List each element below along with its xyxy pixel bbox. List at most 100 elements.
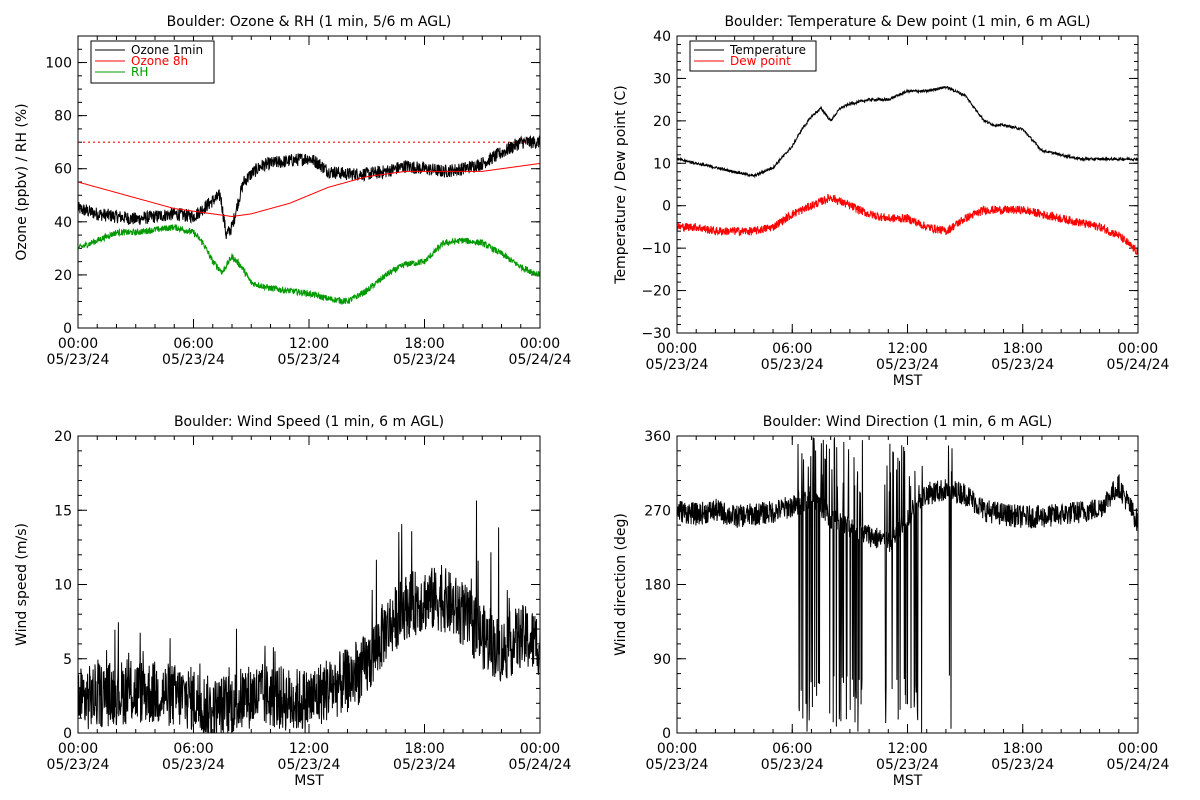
x-tick-date: 05/23/24	[991, 757, 1054, 773]
x-tick-date: 05/23/24	[876, 757, 939, 773]
chart-ozone-rh: Boulder: Ozone & RH (1 min, 5/6 m AGL) Oz…	[14, 14, 572, 368]
plot-area	[78, 500, 540, 733]
x-axis-label: MST	[294, 773, 324, 789]
x-tick-time: 06:00	[173, 336, 213, 352]
y-tick-label: 0	[662, 199, 671, 215]
y-tick-label: 10	[653, 156, 671, 172]
x-axis-label: MST	[893, 773, 923, 789]
plot-frame	[77, 435, 541, 734]
x-tick-time: 12:00	[289, 741, 329, 757]
x-tick-date: 05/23/24	[761, 757, 824, 773]
y-tick-label: 100	[45, 56, 72, 72]
x-tick-time: 12:00	[289, 336, 329, 352]
chart-wind-dir: Boulder: Wind Direction (1 min, 6 m AGL)…	[613, 414, 1170, 789]
x-tick-time: 00:00	[657, 341, 697, 357]
chart-temp-dew: Boulder: Temperature & Dew point (1 min,…	[613, 14, 1170, 389]
y-tick-label: 270	[644, 503, 671, 519]
x-tick-date: 05/24/24	[1107, 757, 1170, 773]
x-tick-date: 05/23/24	[646, 757, 709, 773]
plot-area	[677, 85, 1138, 256]
series-line-0	[78, 500, 540, 733]
x-tick-date: 05/23/24	[278, 757, 341, 773]
y-tick-label: 5	[63, 652, 72, 668]
series-line-temperature	[677, 85, 1138, 179]
legend-label: Dew point	[730, 54, 791, 68]
series-line-ozone-1min	[78, 135, 540, 240]
y-tick-label: 20	[54, 429, 72, 445]
x-tick-time: 18:00	[1003, 341, 1043, 357]
x-tick-time: 18:00	[1003, 741, 1043, 757]
x-tick-date: 05/23/24	[761, 357, 824, 373]
x-tick-time: 00:00	[1118, 341, 1158, 357]
y-axis-label: Temperature / Dew point (C)	[613, 85, 629, 284]
legend-box	[689, 40, 817, 72]
legend-label: Ozone 8h	[131, 54, 188, 68]
y-tick-label: 80	[54, 109, 72, 125]
legend-box	[90, 40, 215, 84]
x-tick-date: 05/23/24	[991, 357, 1054, 373]
plot-frame	[676, 435, 1139, 734]
x-tick-date: 05/23/24	[646, 357, 709, 373]
y-tick-label: −30	[641, 326, 671, 342]
y-tick-label: 40	[54, 215, 72, 231]
legend-label: Temperature	[729, 43, 806, 57]
x-tick-date: 05/23/24	[876, 357, 939, 373]
y-axis-label: Ozone (ppbv) / RH (%)	[14, 103, 30, 260]
x-tick-time: 18:00	[404, 741, 444, 757]
y-tick-label: −20	[641, 284, 671, 300]
y-tick-label: 20	[653, 114, 671, 130]
chart-title: Boulder: Temperature & Dew point (1 min,…	[724, 14, 1090, 30]
x-tick-time: 00:00	[520, 336, 560, 352]
series-line-ozone-8h	[78, 162, 540, 217]
y-tick-label: 360	[644, 429, 671, 445]
x-tick-time: 18:00	[404, 336, 444, 352]
x-tick-date: 05/23/24	[162, 757, 225, 773]
y-tick-label: 15	[54, 503, 72, 519]
plot-area	[78, 135, 540, 306]
chart-title: Boulder: Wind Direction (1 min, 6 m AGL)	[763, 414, 1052, 430]
y-tick-label: 90	[653, 652, 671, 668]
series-line-0	[677, 437, 1138, 733]
x-tick-date: 05/24/24	[509, 757, 572, 773]
y-tick-label: 0	[63, 726, 72, 742]
y-tick-label: 0	[63, 321, 72, 337]
y-tick-label: 40	[653, 29, 671, 45]
x-tick-time: 00:00	[657, 741, 697, 757]
chart-wind-speed: Boulder: Wind Speed (1 min, 6 m AGL) Wind…	[14, 414, 572, 789]
x-tick-date: 05/23/24	[278, 352, 341, 368]
legend-label: Ozone 1min	[131, 43, 203, 57]
x-tick-time: 00:00	[58, 336, 98, 352]
legend-label: RH	[131, 65, 148, 79]
x-tick-date: 05/23/24	[47, 352, 110, 368]
y-tick-label: 10	[54, 578, 72, 594]
x-tick-time: 06:00	[173, 741, 213, 757]
chart-title: Boulder: Wind Speed (1 min, 6 m AGL)	[174, 414, 444, 430]
x-tick-date: 05/24/24	[509, 352, 572, 368]
x-tick-date: 05/23/24	[393, 352, 456, 368]
x-tick-date: 05/23/24	[47, 757, 110, 773]
x-tick-time: 06:00	[772, 741, 812, 757]
series-line-rh	[78, 223, 540, 306]
plot-frame	[77, 35, 541, 329]
x-tick-time: 00:00	[58, 741, 98, 757]
x-tick-time: 00:00	[1118, 741, 1158, 757]
y-axis-label: Wind speed (m/s)	[14, 523, 30, 646]
series-line-dew-point	[677, 194, 1138, 256]
plot-area	[677, 437, 1138, 733]
x-tick-time: 06:00	[772, 341, 812, 357]
y-tick-label: 30	[653, 71, 671, 87]
x-tick-time: 12:00	[887, 341, 927, 357]
y-tick-label: 180	[644, 578, 671, 594]
x-tick-time: 00:00	[520, 741, 560, 757]
x-tick-time: 12:00	[887, 741, 927, 757]
y-tick-label: 0	[662, 726, 671, 742]
y-axis-label: Wind direction (deg)	[613, 513, 629, 656]
y-tick-label: −10	[641, 241, 671, 257]
x-tick-date: 05/24/24	[1107, 357, 1170, 373]
x-tick-date: 05/23/24	[393, 757, 456, 773]
plot-frame	[676, 35, 1139, 334]
x-tick-date: 05/23/24	[162, 352, 225, 368]
chart-title: Boulder: Ozone & RH (1 min, 5/6 m AGL)	[167, 14, 452, 30]
y-tick-label: 20	[54, 268, 72, 284]
y-tick-label: 60	[54, 162, 72, 178]
